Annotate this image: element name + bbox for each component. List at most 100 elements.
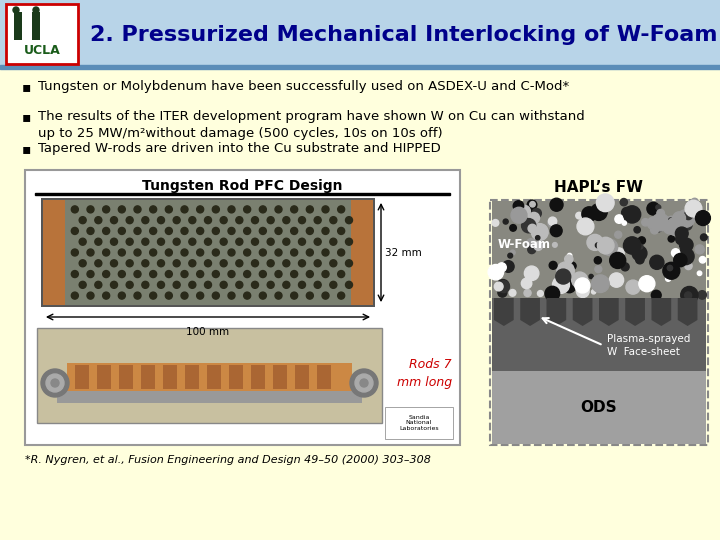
Circle shape (647, 202, 660, 215)
Circle shape (150, 271, 157, 278)
Circle shape (531, 224, 548, 240)
Polygon shape (546, 298, 566, 326)
Bar (295, 365, 309, 389)
Circle shape (651, 226, 659, 234)
Polygon shape (652, 298, 671, 326)
Circle shape (95, 217, 102, 224)
Bar (6, 4, 78, 64)
Circle shape (663, 262, 680, 279)
Circle shape (243, 271, 251, 278)
Circle shape (306, 249, 313, 256)
Circle shape (259, 271, 266, 278)
Circle shape (110, 260, 117, 267)
Circle shape (589, 274, 593, 279)
Circle shape (614, 248, 624, 258)
Circle shape (657, 210, 665, 217)
Circle shape (552, 242, 557, 247)
Circle shape (322, 271, 329, 278)
Circle shape (678, 210, 695, 227)
Circle shape (299, 238, 305, 245)
Circle shape (498, 288, 507, 297)
Circle shape (530, 201, 535, 207)
Circle shape (638, 244, 643, 249)
Circle shape (259, 227, 266, 234)
Circle shape (150, 227, 157, 234)
Circle shape (126, 238, 133, 245)
Circle shape (528, 224, 536, 233)
Circle shape (110, 238, 117, 245)
Circle shape (594, 256, 601, 264)
Circle shape (346, 260, 353, 267)
Circle shape (528, 210, 536, 217)
Circle shape (624, 206, 641, 223)
Circle shape (697, 271, 702, 275)
Circle shape (158, 281, 164, 288)
Bar (119, 365, 133, 389)
Circle shape (528, 212, 539, 224)
Circle shape (675, 227, 688, 240)
Text: Sandia
National
Laboratories: Sandia National Laboratories (399, 415, 438, 431)
Circle shape (650, 255, 664, 269)
Circle shape (236, 281, 243, 288)
Circle shape (181, 249, 188, 256)
Circle shape (220, 238, 228, 245)
Circle shape (275, 206, 282, 213)
Circle shape (598, 237, 614, 254)
Circle shape (524, 289, 531, 296)
Circle shape (355, 374, 373, 392)
Bar (57, 391, 362, 403)
Circle shape (503, 219, 508, 224)
Circle shape (346, 281, 353, 288)
Circle shape (549, 217, 557, 225)
Circle shape (668, 235, 675, 242)
Circle shape (609, 273, 624, 287)
Circle shape (509, 289, 516, 296)
Circle shape (346, 238, 353, 245)
Text: The results of the ITER development program have shown W on Cu can withstand
up : The results of the ITER development prog… (38, 110, 585, 140)
Circle shape (575, 278, 590, 293)
Circle shape (197, 249, 204, 256)
Circle shape (204, 281, 212, 288)
Circle shape (134, 292, 141, 299)
Circle shape (678, 248, 694, 265)
Circle shape (639, 276, 655, 292)
Circle shape (322, 249, 329, 256)
Circle shape (685, 262, 692, 269)
Circle shape (601, 239, 618, 255)
Bar (163, 365, 177, 389)
Circle shape (71, 227, 78, 234)
Circle shape (638, 237, 645, 244)
Text: HAPL’s FW: HAPL’s FW (554, 180, 644, 195)
Text: 2. Pressurized Mechanical Interlocking of W-Foam: 2. Pressurized Mechanical Interlocking o… (90, 25, 718, 45)
Circle shape (251, 238, 258, 245)
Circle shape (314, 217, 321, 224)
Circle shape (71, 292, 78, 299)
Circle shape (322, 292, 329, 299)
Circle shape (526, 239, 535, 247)
Circle shape (71, 249, 78, 256)
Circle shape (228, 227, 235, 234)
Text: 32 mm: 32 mm (385, 247, 422, 258)
Bar (141, 365, 155, 389)
Circle shape (306, 292, 313, 299)
Circle shape (291, 271, 297, 278)
Circle shape (314, 238, 321, 245)
Circle shape (652, 291, 661, 300)
Text: Tapered W-rods are driven into the Cu substrate and HIPPED: Tapered W-rods are driven into the Cu su… (38, 142, 441, 155)
Circle shape (569, 262, 576, 269)
Circle shape (306, 227, 313, 234)
Circle shape (521, 278, 532, 288)
Circle shape (118, 206, 125, 213)
Circle shape (299, 260, 305, 267)
Circle shape (338, 249, 345, 256)
Circle shape (537, 291, 544, 296)
Circle shape (691, 198, 698, 206)
Bar (0, 0, 720, 68)
Circle shape (696, 245, 704, 254)
Circle shape (283, 238, 290, 245)
Circle shape (158, 238, 164, 245)
Bar (75, 365, 89, 389)
Circle shape (314, 260, 321, 267)
Circle shape (41, 369, 69, 397)
Circle shape (545, 286, 559, 301)
